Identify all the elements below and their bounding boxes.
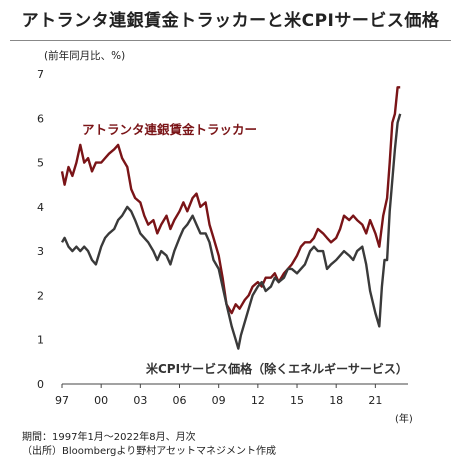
y-tick-label: 4 [37,201,44,214]
x-tick-label: 09 [212,394,226,407]
y-tick-label: 1 [37,334,44,347]
source-note: （出所）Bloombergより野村アセットマネジメント作成 [22,446,276,457]
y-tick-label: 2 [37,289,44,302]
y-tick-label: 6 [37,112,44,125]
x-tick-label: 21 [368,394,382,407]
period-note: 期間：1997年1月～2022年8月、月次 [22,432,196,443]
y-tick-label: 5 [37,157,44,170]
x-tick-label: 15 [290,394,304,407]
y-ticks: 0 1 2 3 4 5 6 7 [37,68,44,391]
x-tick-label: 06 [173,394,187,407]
x-tick-label: 03 [133,394,147,407]
x-tick-label: 18 [329,394,343,407]
x-tick-label: 97 [55,394,69,407]
cpi-services-line [60,113,402,350]
x-tick-label: 12 [251,394,265,407]
cpi-services-label: 米CPIサービス価格（除くエネルギーサービス） [146,361,408,376]
wage-tracker-label: アトランタ連銀賃金トラッカー [82,122,257,137]
y-tick-label: 3 [37,245,44,258]
x-axis-year-unit: (年) [395,414,413,425]
x-ticks: 97 00 03 06 09 12 15 18 21 [55,383,408,407]
y-tick-label: 0 [37,378,44,391]
title-underline [10,40,451,41]
x-tick-label: 00 [94,394,108,407]
series-lines [60,86,402,350]
y-tick-label: 7 [37,68,44,81]
chart-title: アトランタ連銀賃金トラッカーと米CPIサービス価格 [21,11,440,31]
y-axis-unit-label: (前年同月比、%) [44,50,126,62]
wage-tracker-line [60,86,401,315]
